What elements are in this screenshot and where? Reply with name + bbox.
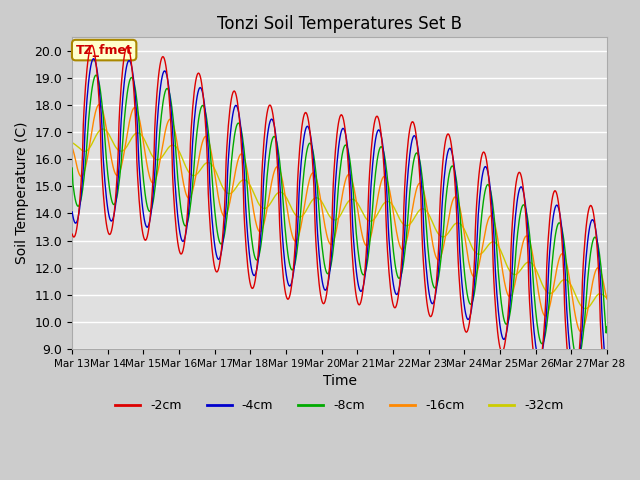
Text: TZ_fmet: TZ_fmet [76,44,132,57]
Legend: -2cm, -4cm, -8cm, -16cm, -32cm: -2cm, -4cm, -8cm, -16cm, -32cm [110,395,569,418]
Title: Tonzi Soil Temperatures Set B: Tonzi Soil Temperatures Set B [217,15,462,33]
Y-axis label: Soil Temperature (C): Soil Temperature (C) [15,122,29,264]
X-axis label: Time: Time [323,374,356,388]
